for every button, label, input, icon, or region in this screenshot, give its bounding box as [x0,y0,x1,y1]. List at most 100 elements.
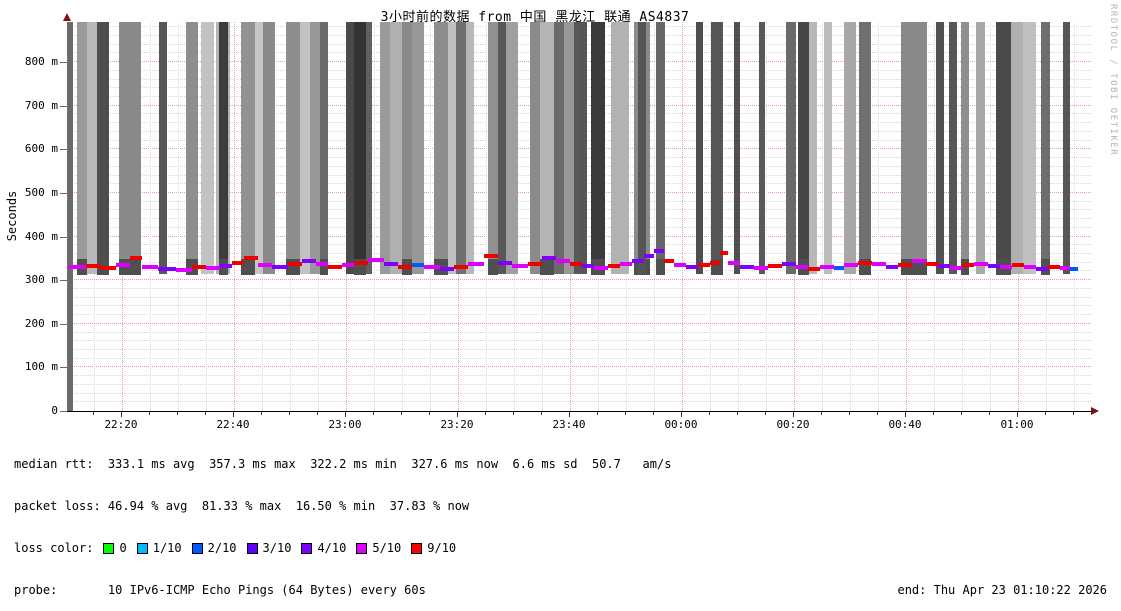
median-rtt-segment [68,265,86,270]
gridline [682,22,683,411]
median-rtt-segment [354,260,368,265]
smoke-bar-core [119,259,141,275]
x-tick-mark [765,412,766,415]
y-tick-mark [60,280,67,282]
median-rtt-segment [664,258,674,263]
smoke-bar [380,22,390,275]
x-tick-mark [961,412,962,415]
gridline [68,366,1091,368]
smoke-bar [949,22,957,275]
smoke-bar [241,22,255,275]
y-tick-label: 400 m [24,229,58,243]
smoke-bar [824,22,832,275]
median-rtt-segment [468,262,484,267]
median-rtt-segment [220,264,232,269]
loss-color-value: 1/10 [152,541,182,555]
smoke-bar [540,22,554,275]
x-tick-label: 01:00 [1000,418,1034,431]
smoke-bar [201,22,214,275]
median-rtt-segment [384,262,398,267]
smoke-bar [76,22,87,275]
median-rtt-segment [1012,263,1024,268]
loss-color-swatch [301,542,313,554]
gridline [68,375,1091,377]
x-tick-label: 22:20 [104,418,138,431]
smoke-bar [255,22,263,275]
smoke-bar [901,22,927,275]
x-tick-label: 00:20 [776,418,810,431]
smoke-bar [581,22,587,275]
x-tick-mark [121,412,122,417]
median-rtt-segment [99,265,116,270]
smoke-bar-core [655,259,665,275]
smoke-bar [68,22,73,411]
gridline [374,22,375,411]
y-tick-label: 600 m [24,142,58,156]
median-rtt-segment [130,256,142,261]
smoke-bar [402,22,412,275]
x-tick-mark [681,412,682,417]
y-tick-label: 700 m [24,98,58,112]
y-tick-mark [60,236,67,238]
x-tick-mark [905,412,906,417]
median-rtt-segment [1048,265,1060,270]
x-tick-mark [289,412,290,415]
x-tick-mark [1073,412,1074,415]
plot-area [67,22,1091,412]
end-time: end: Thu Apr 23 01:10:22 2026 [897,583,1107,597]
median-rtt-segment [454,265,468,270]
loss-color-item: 2/10 [182,541,237,555]
x-tick-mark [877,412,878,415]
smoke-bar [936,22,944,275]
loss-color-value: 0 [119,541,127,555]
smoke-bar [961,22,969,275]
median-rtt-segment [116,263,130,268]
smoke-bar [591,22,605,275]
median-rtt-segment [244,255,258,260]
gridline [68,287,1091,289]
gridline [68,357,1091,359]
loss-color-value: 5/10 [372,541,402,555]
smoke-bar-core [901,259,927,275]
x-tick-mark [737,412,738,415]
loss-color-swatch [411,542,423,554]
median-rtt-segment [316,261,328,266]
median-rtt-segment [962,263,974,268]
median-rtt-segment [440,266,454,271]
smoke-bar [1011,22,1023,275]
smoke-bar-core [539,259,554,275]
median-rtt-segment [424,265,440,270]
x-tick-mark [569,412,570,417]
median-rtt-segment [728,260,740,265]
x-tick-mark [597,412,598,415]
gridline [430,22,431,411]
x-tick-label: 23:00 [328,418,362,431]
smoke-bar-core [240,259,255,275]
median-rtt-segment [302,258,316,263]
smoke-bar-core [710,259,723,275]
gridline [234,22,235,411]
gridline [822,22,823,411]
gridline [68,314,1091,316]
median-rtt-segment [570,261,582,266]
x-tick-mark [513,412,514,415]
smoke-bar [466,22,474,275]
gridline [766,22,767,411]
smoke-bar [434,22,448,275]
smoke-bar-core [319,259,328,275]
median-rtt-segment [158,266,176,271]
gridline [934,22,935,411]
x-tick-mark [933,412,934,415]
smoke-bar [159,22,167,275]
loss-color-item: 9/10 [401,541,456,555]
median-rtt-segment [950,265,962,270]
median-rtt-segment [710,260,720,265]
y-tick-mark [60,367,67,369]
y-tick-mark [60,149,67,151]
packet-loss-stats: packet loss: 46.94 % avg 81.33 % max 16.… [14,499,470,513]
median-rtt-segment [1000,265,1012,270]
median-rtt-segment [192,265,206,270]
gridline [178,22,179,411]
median-rtt-segment [272,265,288,270]
smoke-bar [310,22,320,275]
